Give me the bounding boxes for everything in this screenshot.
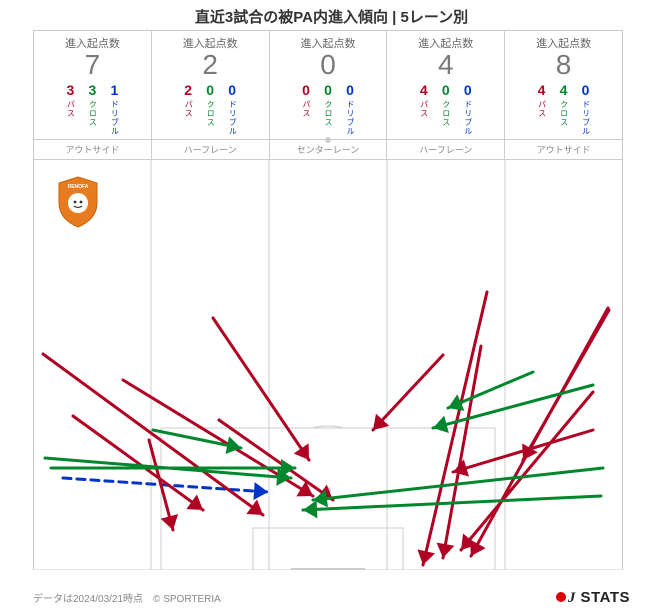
- lane-names-row: アウトサイドハーフレーンセンターレーンハーフレーンアウトサイド: [33, 140, 623, 160]
- breakdown-pass: 4 パス: [538, 83, 546, 136]
- breakdown-num: 0: [442, 83, 450, 97]
- logo-jstats: J STATS: [556, 589, 630, 607]
- breakdown-label: パス: [420, 100, 428, 118]
- lane-panel: 進入起点数22パス0クロス0ドリブル: [152, 31, 270, 139]
- lane-name-cell: アウトサイド: [505, 140, 622, 159]
- breakdown-pass: 0 パス: [302, 83, 310, 136]
- breakdown-cross: 3 クロス: [88, 83, 96, 136]
- breakdown-num: 4: [538, 83, 546, 97]
- breakdown-num: 0: [582, 83, 590, 97]
- lane-panel: 進入起点数00パス0クロス0ドリブル: [270, 31, 388, 139]
- breakdown-num: 0: [228, 83, 236, 97]
- breakdown-pass: 3 パス: [66, 83, 74, 136]
- lane-breakdown: 0 パス 0 クロス 0 ドリブル: [302, 83, 354, 136]
- halfway-dot-icon: [325, 137, 331, 143]
- lane-breakdown: 4 パス 0 クロス 0 ドリブル: [420, 83, 472, 136]
- breakdown-num: 0: [324, 83, 332, 97]
- lane-count-value: 2: [202, 49, 218, 81]
- breakdown-dribble: 0 ドリブル: [346, 83, 354, 136]
- chart-title: 直近3試合の被PA内進入傾向 | 5レーン別: [0, 6, 663, 27]
- lane-count-value: 0: [320, 49, 336, 81]
- lane-panel: 進入起点数84パス4クロス0ドリブル: [505, 31, 622, 139]
- lane-panel: 進入起点数73パス3クロス1ドリブル: [34, 31, 152, 139]
- breakdown-label: ドリブル: [464, 100, 472, 136]
- lane-name-cell: ハーフレーン: [152, 140, 270, 159]
- breakdown-label: パス: [184, 100, 192, 118]
- logo-j: J: [568, 590, 576, 606]
- breakdown-label: パス: [538, 100, 546, 118]
- breakdown-cross: 0 クロス: [324, 83, 332, 136]
- lane-breakdown: 2 パス 0 クロス 0 ドリブル: [184, 83, 236, 136]
- breakdown-cross: 0 クロス: [206, 83, 214, 136]
- breakdown-cross: 4 クロス: [560, 83, 568, 136]
- breakdown-num: 2: [184, 83, 192, 97]
- arrow-pass: [453, 430, 593, 472]
- breakdown-label: ドリブル: [110, 100, 118, 136]
- arrow-dribble: [63, 478, 268, 492]
- arrow-pass: [219, 420, 333, 500]
- breakdown-label: クロス: [206, 100, 214, 127]
- breakdown-label: パス: [302, 100, 310, 118]
- breakdown-num: 1: [110, 83, 118, 97]
- breakdown-cross: 0 クロス: [442, 83, 450, 136]
- logo-rest: STATS: [576, 589, 630, 606]
- arrow-pass: [213, 318, 309, 460]
- breakdown-num: 0: [464, 83, 472, 97]
- lane-name-cell: アウトサイド: [34, 140, 152, 159]
- breakdown-num: 4: [420, 83, 428, 97]
- breakdown-num: 4: [560, 83, 568, 97]
- breakdown-label: パス: [66, 100, 74, 118]
- lane-panel: 進入起点数44パス0クロス0ドリブル: [387, 31, 505, 139]
- breakdown-dribble: 1 ドリブル: [110, 83, 118, 136]
- lane-count-value: 7: [85, 49, 101, 81]
- breakdown-num: 3: [66, 83, 74, 97]
- arrow-pass: [43, 354, 263, 515]
- breakdown-label: クロス: [324, 100, 332, 127]
- logo-dot-icon: [556, 592, 566, 602]
- stats-row: 進入起点数73パス3クロス1ドリブル進入起点数22パス0クロス0ドリブル進入起点…: [33, 30, 623, 140]
- breakdown-num: 0: [302, 83, 310, 97]
- breakdown-dribble: 0 ドリブル: [582, 83, 590, 136]
- breakdown-label: クロス: [442, 100, 450, 127]
- breakdown-num: 0: [346, 83, 354, 97]
- breakdown-pass: 4 パス: [420, 83, 428, 136]
- footer-text: データは2024/03/21時点 © SPORTERIA: [33, 590, 221, 605]
- breakdown-label: クロス: [560, 100, 568, 127]
- breakdown-pass: 2 パス: [184, 83, 192, 136]
- breakdown-label: ドリブル: [228, 100, 236, 136]
- breakdown-dribble: 0 ドリブル: [464, 83, 472, 136]
- breakdown-label: ドリブル: [582, 100, 590, 136]
- lane-breakdown: 3 パス 3 クロス 1 ドリブル: [66, 83, 118, 136]
- lane-count-value: 4: [438, 49, 454, 81]
- breakdown-num: 0: [206, 83, 214, 97]
- lane-breakdown: 4 パス 4 クロス 0 ドリブル: [538, 83, 590, 136]
- lane-name-cell: ハーフレーン: [387, 140, 505, 159]
- pitch-svg: [33, 160, 623, 570]
- arrow-pass: [373, 355, 443, 430]
- lane-count-value: 8: [556, 49, 572, 81]
- breakdown-label: ドリブル: [346, 100, 354, 136]
- breakdown-label: クロス: [88, 100, 96, 127]
- breakdown-num: 3: [88, 83, 96, 97]
- breakdown-dribble: 0 ドリブル: [228, 83, 236, 136]
- chart-root: 直近3試合の被PA内進入傾向 | 5レーン別 進入起点数73パス3クロス1ドリブ…: [0, 0, 663, 611]
